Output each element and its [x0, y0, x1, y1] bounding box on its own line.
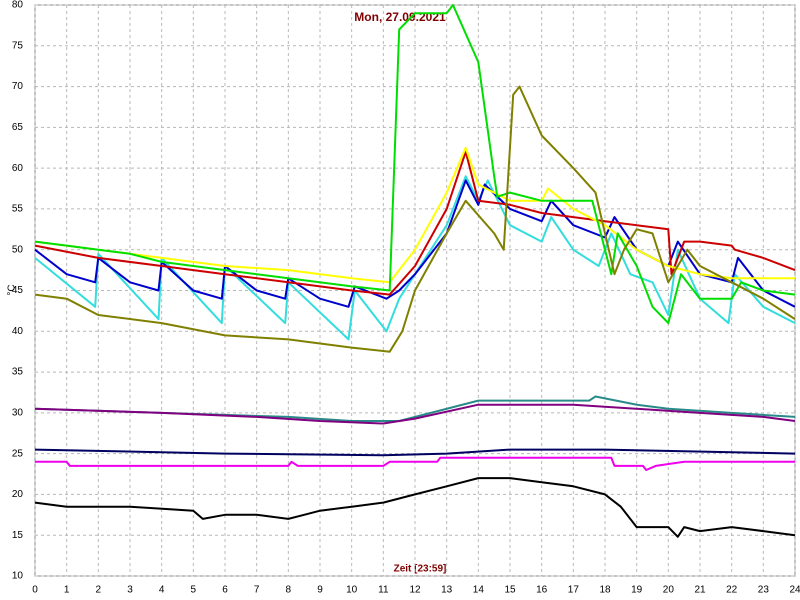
x-tick-label: 1	[64, 585, 70, 596]
x-tick-label: 6	[222, 585, 228, 596]
y-tick-label: 55	[12, 204, 24, 215]
series-line	[34, 150, 796, 296]
x-tick-label: 16	[536, 585, 548, 596]
x-tick-label: 18	[599, 585, 611, 596]
x-tick-label: 5	[191, 585, 197, 596]
series-line	[34, 403, 796, 425]
x-tick-label: 12	[409, 585, 421, 596]
x-tick-label: 19	[631, 585, 643, 596]
x-tick-label: 14	[473, 585, 485, 596]
x-tick-label: 17	[568, 585, 580, 596]
x-tick-label: 4	[159, 585, 165, 596]
x-tick-label: 8	[286, 585, 292, 596]
x-tick-label: 21	[694, 585, 706, 596]
y-tick-label: 20	[12, 489, 24, 500]
y-tick-label: 65	[12, 122, 24, 133]
y-tick-label: 50	[12, 244, 24, 255]
y-axis-label: °C	[7, 284, 18, 295]
x-tick-label: 11	[378, 585, 389, 596]
y-tick-label: 60	[12, 163, 24, 174]
x-tick-label: 13	[441, 585, 453, 596]
series-line	[34, 85, 796, 353]
x-tick-label: 7	[254, 585, 260, 596]
x-tick-label: 24	[789, 585, 800, 596]
y-tick-label: 10	[12, 571, 24, 582]
series-line	[34, 146, 795, 284]
x-tick-label: 0	[32, 585, 38, 596]
y-tick-label: 70	[12, 81, 24, 92]
x-tick-label: 3	[127, 585, 133, 596]
series-line	[34, 395, 796, 422]
y-tick-label: 15	[12, 530, 24, 541]
y-tick-label: 80	[12, 0, 24, 11]
y-tick-label: 30	[12, 407, 24, 418]
x-tick-label: 20	[663, 585, 675, 596]
y-tick-label: 75	[12, 40, 24, 51]
x-tick-label: 15	[504, 585, 516, 596]
y-tick-label: 45	[12, 285, 24, 296]
series-line	[34, 477, 796, 538]
x-axis-label: Zeit [23:59]	[394, 564, 447, 575]
x-tick-label: 23	[758, 585, 770, 596]
series-line	[34, 448, 796, 457]
x-tick-label: 10	[346, 585, 358, 596]
x-tick-label: 9	[317, 585, 323, 596]
y-tick-label: 35	[12, 367, 24, 378]
x-tick-label: 2	[96, 585, 102, 596]
series-line	[35, 456, 795, 471]
y-tick-label: 25	[12, 448, 24, 459]
series-line	[34, 4, 796, 325]
x-tick-label: 22	[726, 585, 738, 596]
y-tick-label: 40	[12, 326, 24, 337]
